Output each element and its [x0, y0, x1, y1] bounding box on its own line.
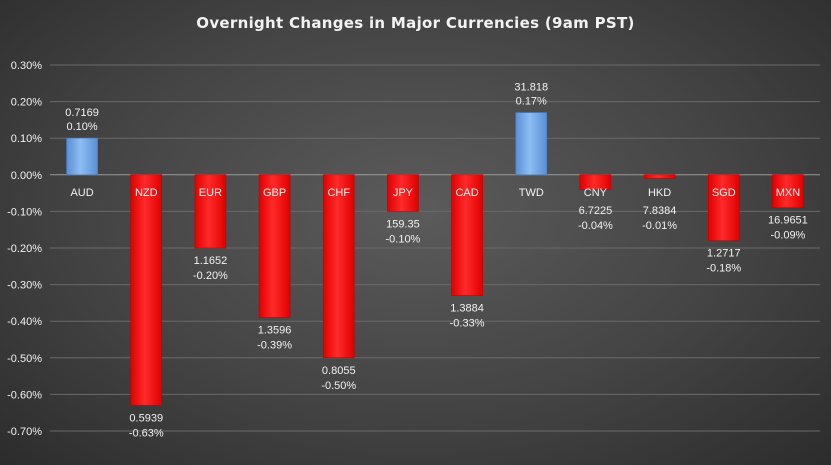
bar-cny — [579, 174, 612, 190]
category-label: CAD — [455, 187, 478, 199]
rate-label: 1.2717 — [707, 248, 741, 260]
value-label: -0.10% — [385, 233, 420, 245]
rate-label: 0.5939 — [129, 412, 163, 424]
category-label: CHF — [327, 187, 350, 199]
rate-label: 159.35 — [386, 218, 420, 230]
y-tick-label: -0.40% — [7, 316, 42, 328]
category-label: AUD — [70, 187, 93, 199]
chart-title: Overnight Changes in Major Currencies (9… — [196, 14, 635, 32]
y-tick-label: -0.30% — [7, 280, 42, 292]
rate-label: 0.7169 — [65, 107, 99, 119]
bar-twd — [515, 112, 548, 176]
bar-chf — [322, 174, 355, 359]
category-label: HKD — [648, 187, 671, 199]
rate-label: 7.8384 — [643, 205, 677, 217]
value-label: -0.09% — [770, 230, 805, 242]
bar-cad — [451, 174, 483, 296]
category-label: TWD — [519, 187, 544, 199]
bar-nzd — [130, 174, 163, 406]
value-label: 0.10% — [66, 121, 97, 133]
y-tick-label: -0.50% — [7, 353, 42, 365]
category-label: GBP — [263, 187, 286, 199]
value-label: -0.04% — [578, 220, 613, 232]
y-tick-label: -0.10% — [7, 206, 42, 218]
value-label: -0.33% — [450, 318, 485, 330]
bar-sgd — [707, 174, 740, 241]
category-label: MXN — [776, 187, 801, 199]
y-tick-label: 0.30% — [11, 60, 42, 72]
rate-label: 1.1652 — [194, 255, 228, 267]
y-tick-label: -0.20% — [7, 243, 42, 255]
bar-eur — [194, 174, 227, 249]
rate-label: 0.8055 — [322, 365, 356, 377]
value-label: -0.18% — [706, 263, 741, 275]
value-label: -0.39% — [257, 340, 292, 352]
category-label: SGD — [712, 187, 736, 199]
value-label: -0.50% — [321, 380, 356, 392]
category-label: EUR — [199, 187, 222, 199]
y-tick-label: -0.60% — [7, 389, 42, 401]
value-label: -0.63% — [129, 427, 164, 439]
y-tick-label: 0.10% — [11, 133, 42, 145]
rate-label: 1.3596 — [258, 325, 292, 337]
bar-gbp — [258, 174, 291, 318]
y-tick-label: 0.20% — [11, 97, 42, 109]
bar-mxn — [772, 174, 804, 209]
bar-aud — [66, 137, 98, 176]
category-label: CNY — [584, 187, 608, 199]
rate-label: 6.7225 — [579, 205, 613, 217]
bar-jpy — [387, 174, 419, 212]
bar-hkd — [643, 174, 676, 179]
rate-label: 16.9651 — [768, 215, 808, 227]
y-tick-label: 0.00% — [11, 170, 42, 182]
category-label: NZD — [135, 187, 158, 199]
value-label: 0.17% — [516, 96, 547, 108]
rate-label: 31.818 — [514, 82, 548, 94]
value-label: -0.20% — [193, 270, 228, 282]
category-label: JPY — [393, 187, 414, 199]
value-label: -0.01% — [642, 220, 677, 232]
rate-label: 1.3884 — [450, 303, 484, 315]
y-tick-label: -0.70% — [7, 426, 42, 438]
